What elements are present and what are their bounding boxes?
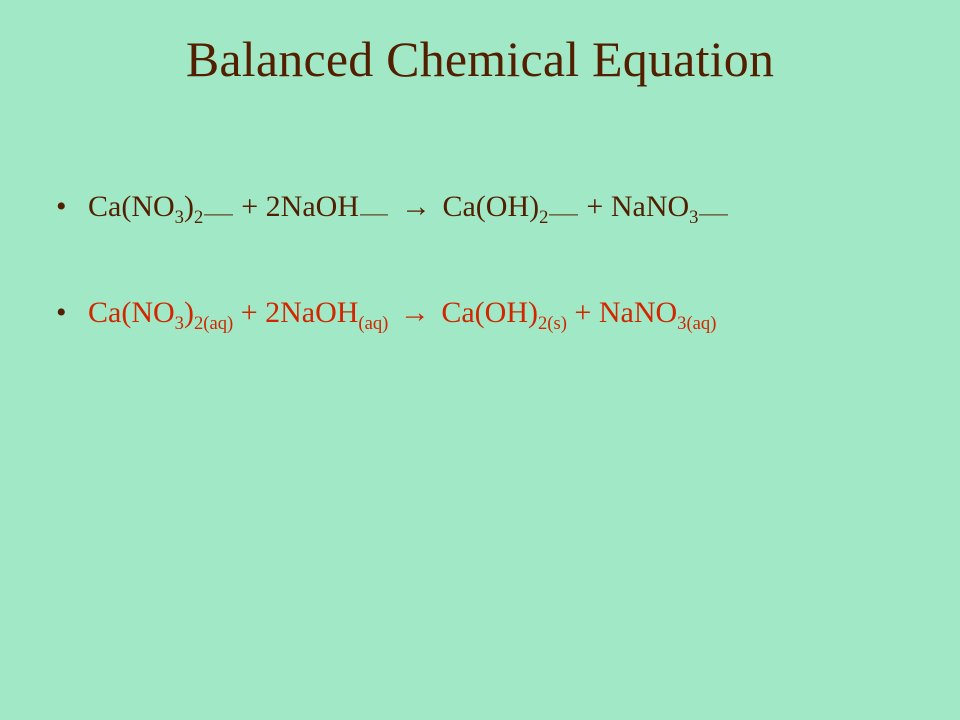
state-blank: [360, 214, 389, 216]
reaction-arrow-icon: →: [401, 188, 431, 226]
equation-row-2: Ca(NO3)2(aq) + 2NaOH(aq) → Ca(OH)2(s) + …: [56, 294, 924, 332]
slide: Balanced Chemical Equation Ca(NO3)2 + 2N…: [0, 0, 960, 720]
state-blank: [699, 214, 728, 216]
equation-content: Ca(NO3)2(aq) + 2NaOH(aq) → Ca(OH)2(s) + …: [88, 296, 716, 329]
state-blank: [549, 214, 578, 216]
equation-list: Ca(NO3)2 + 2NaOH → Ca(OH)2 + NaNO3 Ca(NO…: [36, 188, 924, 331]
equation-row-1: Ca(NO3)2 + 2NaOH → Ca(OH)2 + NaNO3: [56, 188, 924, 226]
equation-content: Ca(NO3)2 + 2NaOH → Ca(OH)2 + NaNO3: [88, 190, 729, 223]
state-blank: [204, 214, 233, 216]
reaction-arrow-icon: →: [400, 294, 430, 332]
slide-title: Balanced Chemical Equation: [36, 30, 924, 88]
